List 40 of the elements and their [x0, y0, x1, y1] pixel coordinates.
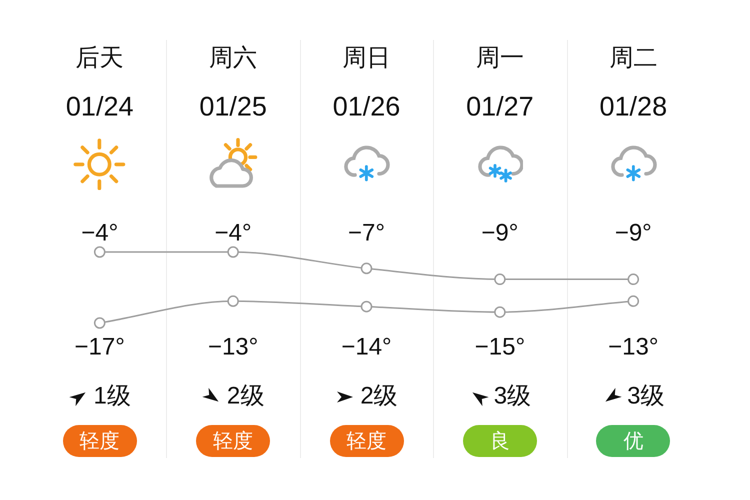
- point: [227, 295, 239, 307]
- text: 01/27: [466, 91, 534, 122]
- text: 良: [490, 430, 510, 453]
- data-label: −9°: [481, 220, 518, 247]
- text: 3级: [494, 382, 532, 410]
- text: 轻度: [346, 430, 386, 453]
- data-label: −7°: [348, 220, 385, 247]
- point: [494, 274, 506, 286]
- point: [494, 306, 506, 318]
- data-label: −14°: [341, 334, 392, 361]
- text: 优: [623, 430, 644, 453]
- x-tick-label: 后天: [76, 44, 124, 72]
- data-label: −17°: [74, 334, 125, 361]
- data-label: −15°: [474, 334, 526, 361]
- point: [94, 246, 106, 258]
- x-tick-label: 周日: [342, 44, 390, 72]
- text: 2级: [360, 382, 398, 410]
- text: 轻度: [213, 430, 254, 453]
- point: [360, 262, 372, 274]
- x-tick-label: 周一: [476, 44, 524, 72]
- data-label: −4°: [81, 220, 118, 247]
- text: 01/28: [600, 91, 668, 122]
- text: 01/24: [66, 91, 134, 122]
- point: [227, 246, 239, 258]
- text: 01/26: [332, 91, 400, 122]
- text: 1级: [94, 382, 131, 410]
- point: [94, 317, 106, 329]
- data-label: −9°: [614, 220, 652, 247]
- point: [360, 300, 372, 312]
- data-label: −13°: [608, 334, 658, 361]
- x-tick-label: 周六: [209, 44, 258, 72]
- text: 3级: [627, 382, 664, 410]
- x-tick-label: 周二: [609, 44, 658, 72]
- data-label: −13°: [208, 334, 258, 361]
- text: 轻度: [80, 430, 120, 453]
- text: 2级: [226, 382, 264, 410]
- point: [628, 274, 640, 286]
- point: [628, 295, 640, 307]
- data-label: −4°: [214, 220, 252, 247]
- text: 01/25: [199, 91, 267, 122]
